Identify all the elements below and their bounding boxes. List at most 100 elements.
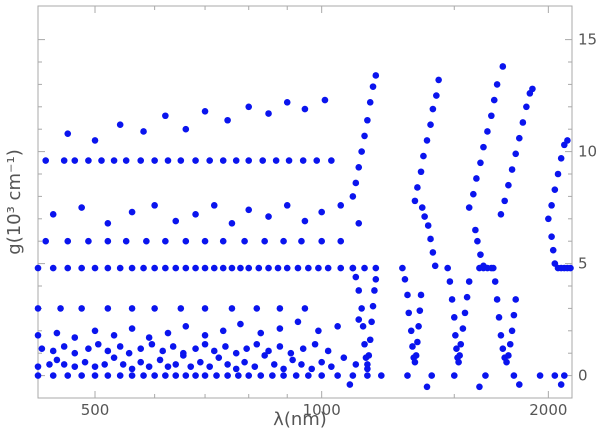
data-point (206, 363, 213, 370)
data-point (151, 372, 158, 379)
data-point (417, 168, 425, 176)
data-point (355, 287, 363, 294)
data-point (366, 336, 374, 344)
data-point (359, 323, 367, 330)
data-point (46, 361, 53, 368)
data-point (222, 343, 229, 350)
data-point (431, 262, 439, 270)
data-point (151, 264, 158, 272)
data-point (411, 197, 419, 205)
data-point (151, 305, 158, 312)
data-point (427, 121, 434, 129)
data-point (510, 372, 518, 379)
data-point (551, 186, 559, 193)
data-point (64, 372, 72, 379)
points-layer (34, 63, 574, 391)
data-point (361, 340, 368, 348)
data-point (294, 318, 302, 326)
y-axis-label: g(10³ cm⁻¹) (4, 149, 25, 254)
data-point (512, 296, 520, 303)
data-point (501, 197, 508, 205)
data-point (404, 291, 411, 299)
data-point (60, 343, 68, 350)
data-point (404, 372, 411, 379)
data-point (340, 354, 348, 361)
y-tick-label: 5 (578, 255, 588, 273)
data-point (192, 372, 199, 379)
data-point (206, 157, 213, 164)
data-point (274, 264, 282, 272)
data-point (457, 340, 465, 348)
data-point (110, 354, 118, 361)
data-point (315, 327, 322, 335)
data-point (78, 372, 85, 379)
data-point (472, 226, 479, 234)
data-point (269, 372, 276, 379)
data-point (78, 204, 85, 211)
data-point (210, 264, 218, 272)
data-point (523, 103, 530, 111)
data-point (508, 166, 516, 173)
data-point (104, 347, 112, 355)
data-point (490, 96, 498, 104)
data-point (245, 264, 253, 272)
data-point (285, 157, 293, 164)
data-point (232, 365, 240, 373)
data-point (506, 340, 514, 348)
data-point (34, 305, 42, 312)
data-point (140, 372, 147, 379)
data-point (411, 358, 419, 366)
data-point (169, 343, 177, 350)
data-point (529, 85, 536, 93)
data-point (38, 345, 46, 353)
data-point (224, 372, 231, 379)
data-point (148, 340, 156, 348)
data-point (548, 233, 555, 241)
data-point (484, 128, 491, 135)
data-point (201, 305, 209, 312)
data-point (429, 105, 437, 113)
data-point (453, 345, 460, 353)
data-point (49, 211, 57, 218)
data-point (261, 352, 268, 359)
x-tick-label: 2000 (529, 401, 567, 419)
data-point (71, 334, 79, 341)
data-point (201, 107, 209, 115)
data-point (474, 237, 481, 245)
data-point (85, 157, 92, 164)
data-point (465, 204, 473, 211)
data-point (241, 358, 248, 366)
data-point (299, 157, 307, 164)
data-point (101, 361, 108, 368)
data-point (259, 157, 267, 164)
data-point (49, 347, 57, 355)
data-point (64, 237, 72, 245)
data-point (318, 372, 325, 379)
data-point (567, 264, 574, 272)
data-point (337, 237, 345, 245)
data-point (53, 329, 61, 337)
data-point (162, 264, 169, 272)
data-point (355, 316, 363, 323)
data-point (125, 349, 133, 357)
data-point (505, 352, 512, 359)
x-axis-label: λ(nm) (273, 409, 327, 430)
data-point (180, 349, 187, 357)
data-point (551, 260, 559, 267)
data-point (318, 358, 325, 366)
data-point (228, 305, 236, 312)
data-point (201, 331, 209, 339)
data-point (164, 363, 172, 370)
data-point (493, 81, 501, 88)
data-point (448, 296, 456, 303)
data-point (372, 264, 380, 272)
data-point (224, 116, 231, 124)
data-point (110, 331, 118, 339)
plot-frame (37, 5, 573, 399)
data-point (548, 202, 555, 209)
data-point (280, 372, 287, 379)
data-point (352, 361, 360, 368)
data-point (355, 163, 363, 171)
